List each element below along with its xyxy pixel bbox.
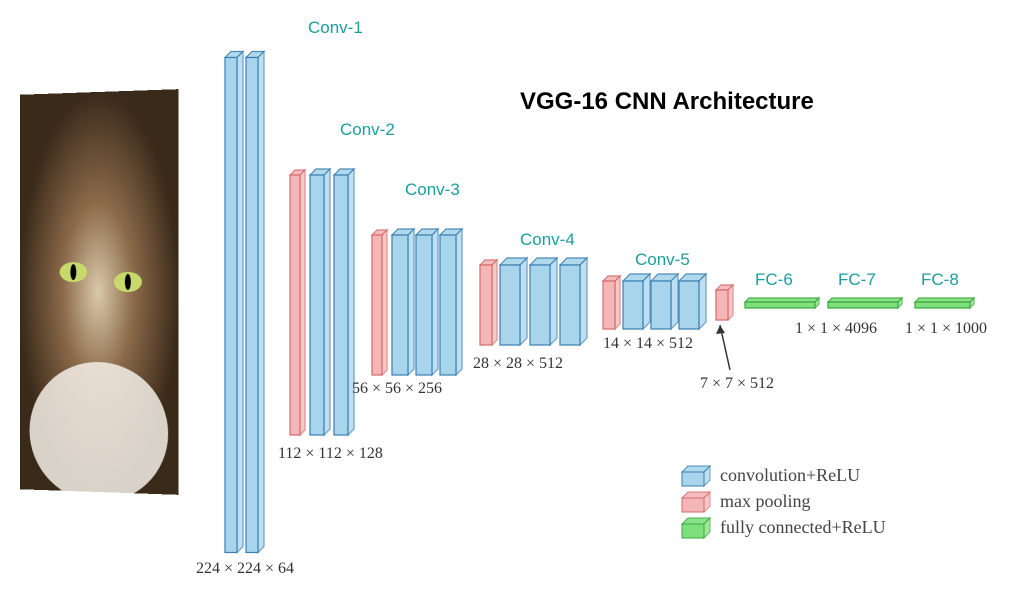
dim-label: 224 × 224 × 64 xyxy=(196,560,294,578)
block-label: Conv-3 xyxy=(405,180,460,200)
dim-label: 112 × 112 × 128 xyxy=(278,445,383,463)
legend-cube-icon xyxy=(680,490,710,512)
dim-label: 14 × 14 × 512 xyxy=(603,335,693,353)
legend-cube-icon xyxy=(680,516,710,538)
block-label: FC-8 xyxy=(921,270,959,290)
block-label: Conv-2 xyxy=(340,120,395,140)
dim-label: 56 × 56 × 256 xyxy=(352,380,442,398)
legend-text: convolution+ReLU xyxy=(720,465,860,486)
legend-item: max pooling xyxy=(680,490,886,512)
diagram-stage: VGG-16 CNN Architecture Conv-1 224 × 224 … xyxy=(0,0,1024,611)
diagram-title: VGG-16 CNN Architecture xyxy=(520,88,814,116)
legend-cube-icon xyxy=(680,464,710,486)
block-label: Conv-5 xyxy=(635,250,690,270)
legend-text: max pooling xyxy=(720,491,811,512)
dim-label: 7 × 7 × 512 xyxy=(700,375,774,393)
legend: convolution+ReLU max pooling fully connect… xyxy=(680,460,886,542)
block-label: FC-6 xyxy=(755,270,793,290)
legend-item: convolution+ReLU xyxy=(680,464,886,486)
legend-text: fully connected+ReLU xyxy=(720,517,886,538)
dim-label: 1 × 1 × 1000 xyxy=(905,320,987,338)
block-label: Conv-1 xyxy=(308,18,363,38)
block-label: Conv-4 xyxy=(520,230,575,250)
dim-label: 1 × 1 × 4096 xyxy=(795,320,877,338)
dim-label: 28 × 28 × 512 xyxy=(473,355,563,373)
block-label: FC-7 xyxy=(838,270,876,290)
legend-item: fully connected+ReLU xyxy=(680,516,886,538)
